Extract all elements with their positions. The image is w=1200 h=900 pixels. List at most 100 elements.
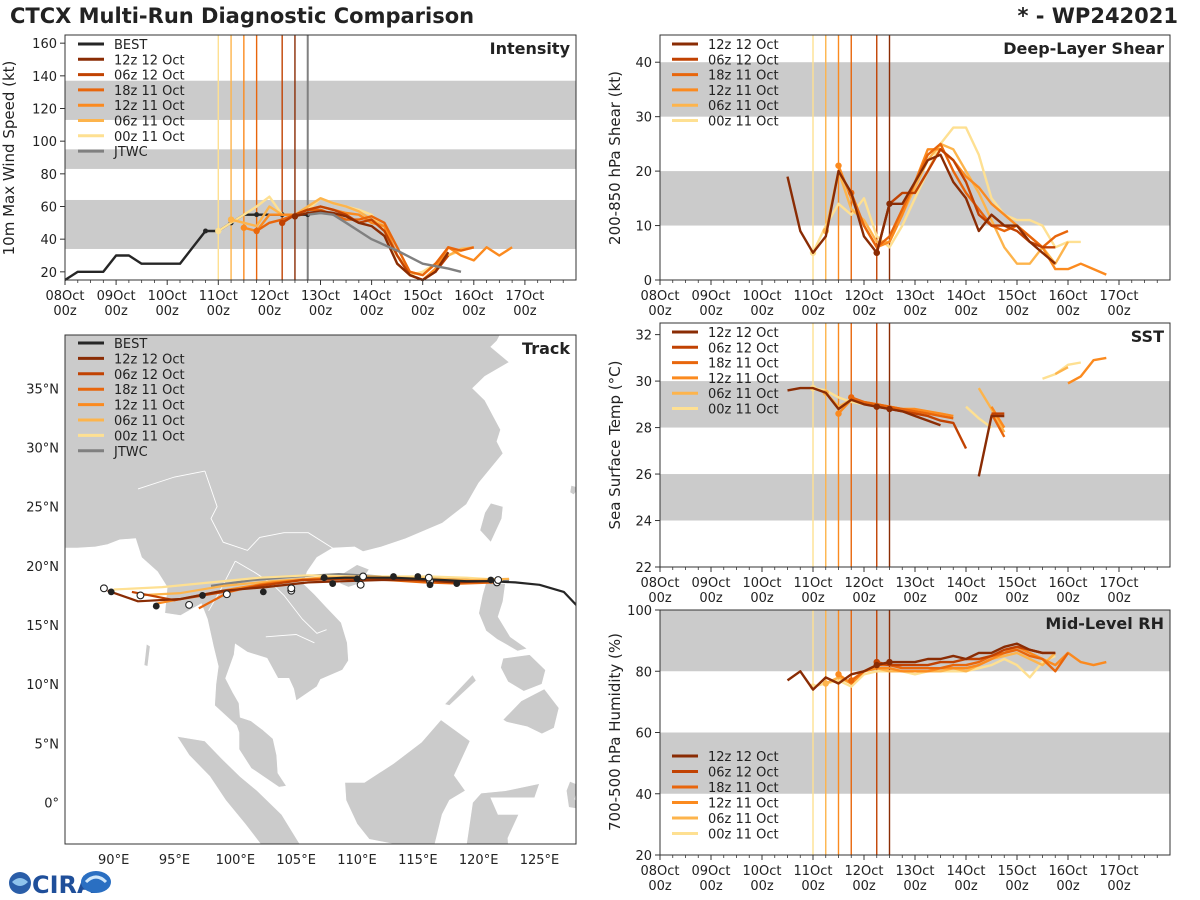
intensity-xtick-sublabel: 00z <box>53 304 77 319</box>
track-legend-label-jtwc: JTWC <box>113 445 148 460</box>
shear-xtick-label: 13Oct <box>895 289 934 304</box>
sst-ytick-label: 26 <box>635 468 652 483</box>
sst-legend-label-18z-11-oct: 18z 11 Oct <box>708 357 779 372</box>
rh-xtick-label: 09Oct <box>691 864 730 879</box>
shear-xtick-sublabel: 00z <box>852 304 876 319</box>
rh-legend-label-18z-11-oct: 18z 11 Oct <box>708 781 779 796</box>
sst-legend-label-12z-12-oct: 12z 12 Oct <box>708 326 779 341</box>
shear-shade-band <box>660 62 1170 117</box>
intensity-xtick-label: 17Oct <box>505 289 544 304</box>
rh-xtick-label: 11Oct <box>793 864 832 879</box>
sst-ytick-label: 22 <box>635 561 652 576</box>
track-xtick-label: 115°E <box>398 853 438 868</box>
intensity-ytick-label: 120 <box>32 103 57 118</box>
track-plot-frame <box>64 334 577 845</box>
track-legend-label-12z-12-oct: 12z 12 Oct <box>114 352 185 367</box>
intensity-panel-title: Intensity <box>490 39 571 58</box>
intensity-xtick-sublabel: 00z <box>104 304 128 319</box>
shear-point-12z-12-oct <box>886 200 893 207</box>
rh-xtick-label: 16Oct <box>1048 864 1087 879</box>
track-land-palawan <box>444 674 477 706</box>
sst-panel: 22242628303208Oct00z09Oct00z10Oct00z11Oc… <box>606 322 1171 606</box>
sst-series-00z-11-oct <box>965 405 993 429</box>
track-xtick-label: 100°E <box>216 853 256 868</box>
intensity-point-18z-11-oct <box>253 227 260 235</box>
rh-point-06z-11-oct <box>822 680 829 687</box>
sst-ytick-label: 28 <box>635 422 652 437</box>
rh-xtick-label: 08Oct <box>640 864 679 879</box>
shear-xtick-sublabel: 00z <box>699 304 723 319</box>
shear-xtick-label: 08Oct <box>640 289 679 304</box>
rh-xtick-sublabel: 00z <box>954 879 978 894</box>
shear-legend-label-06z-12-oct: 06z 12 Oct <box>708 53 779 68</box>
sst-xtick-sublabel: 00z <box>699 591 723 606</box>
intensity-ytick-label: 20 <box>40 266 57 281</box>
sst-series-12z-12-oct <box>977 414 1005 477</box>
track-forecast-dot <box>356 580 365 589</box>
track-legend-label-00z-11-oct: 00z 11 Oct <box>114 429 185 444</box>
shear-xtick-label: 14Oct <box>946 289 985 304</box>
intensity-xtick-label: 09Oct <box>97 289 136 304</box>
intensity-xtick-label: 16Oct <box>454 289 493 304</box>
intensity-point-12z-12-oct <box>291 213 299 220</box>
track-position-dot <box>353 575 361 583</box>
shear-xtick-label: 12Oct <box>844 289 883 304</box>
track-panel: 90°E 95°E 100°E 105°E 110°E 115°E 120°E 125°E 0°… <box>0 334 577 900</box>
track-forecast-dot <box>424 573 433 582</box>
track-forecast-dot <box>359 572 368 581</box>
shear-ytick-label: 30 <box>635 111 652 126</box>
logo-eye-icon <box>81 871 111 893</box>
intensity-series-jtwc <box>307 211 462 273</box>
track-land-sumatra <box>176 735 301 844</box>
sst-series-12z-11-oct <box>1067 356 1107 385</box>
rh-ytick-label: 20 <box>635 849 652 864</box>
track-land-taiwan <box>479 502 504 543</box>
intensity-xtick-sublabel: 00z <box>207 304 231 319</box>
shear-series-12z-11-oct <box>837 148 1107 276</box>
intensity-xtick-sublabel: 00z <box>258 304 282 319</box>
intensity-shade-band <box>65 149 576 169</box>
rh-ytick-label: 80 <box>635 665 652 680</box>
intensity-legend-label-06z-11-oct: 06z 11 Oct <box>114 115 185 130</box>
rh-legend-label-12z-11-oct: 12z 11 Oct <box>708 797 779 812</box>
rh-xtick-label: 10Oct <box>742 864 781 879</box>
sst-series-06z-11-oct <box>1054 366 1069 376</box>
shear-ytick-label: 20 <box>635 165 652 180</box>
rh-series-12z-11-oct <box>837 645 1107 685</box>
sst-xtick-sublabel: 00z <box>648 591 672 606</box>
track-xtick-label: 90°E <box>98 853 129 868</box>
shear-series-18z-11-oct <box>850 142 1069 249</box>
intensity-ytick-label: 40 <box>40 233 57 248</box>
track-legend-label-06z-12-oct: 06z 12 Oct <box>114 368 185 383</box>
track-position-dot <box>259 588 267 596</box>
track-land-sri-lanka <box>0 687 14 732</box>
sst-shade-band <box>660 381 1170 428</box>
intensity-point-06z-11-oct <box>227 216 235 223</box>
track-lines-layer <box>99 572 576 610</box>
rh-ytick-label: 40 <box>635 788 652 803</box>
sst-series-18z-11-oct <box>990 413 1006 438</box>
rh-panel-title: Mid-Level RH <box>1045 614 1164 633</box>
track-legend-label-18z-11-oct: 18z 11 Oct <box>114 383 185 398</box>
shear-xtick-label: 16Oct <box>1048 289 1087 304</box>
sst-ytick-label: 24 <box>635 515 652 530</box>
sst-legend-label-12z-11-oct: 12z 11 Oct <box>708 372 779 387</box>
sst-xtick-sublabel: 00z <box>954 591 978 606</box>
track-land-mainland <box>65 335 510 788</box>
shear-xtick-sublabel: 00z <box>750 304 774 319</box>
track-legend-label-best: BEST <box>114 337 147 352</box>
rh-xtick-label: 17Oct <box>1099 864 1138 879</box>
sst-xtick-sublabel: 00z <box>1056 591 1080 606</box>
track-land-java <box>302 874 410 900</box>
rh-point-18z-11-oct <box>848 677 855 684</box>
track-series-00z-11-oct <box>113 574 504 591</box>
rh-legend-label-12z-12-oct: 12z 12 Oct <box>708 750 779 765</box>
track-land-layer <box>0 335 576 900</box>
track-position-dot <box>426 581 434 589</box>
intensity-legend-label-jtwc: JTWC <box>113 145 148 160</box>
intensity-shade-band <box>65 80 576 120</box>
intensity-ylabel: 10m Max Wind Speed (kt) <box>0 61 18 256</box>
shear-legend-label-18z-11-oct: 18z 11 Oct <box>708 69 779 84</box>
sst-xtick-label: 14Oct <box>946 576 985 591</box>
shear-xtick-label: 15Oct <box>997 289 1036 304</box>
